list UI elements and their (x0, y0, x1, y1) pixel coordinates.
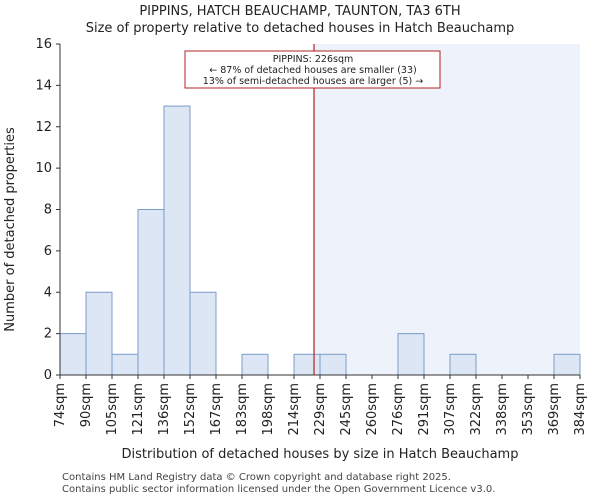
y-tick-label: 16 (35, 37, 52, 52)
bar (111, 353, 139, 376)
x-tick-label: 152sqm (183, 383, 198, 436)
x-tick-label: 121sqm (131, 383, 146, 436)
chart-subtitle: Size of property relative to detached ho… (85, 21, 515, 36)
bar (319, 353, 347, 376)
x-tick-label: 291sqm (417, 383, 432, 436)
annotation-line-2: ← 87% of detached houses are smaller (33… (209, 65, 416, 76)
x-tick-label: 198sqm (261, 383, 276, 436)
bar (241, 353, 269, 376)
footer-line-1: Contains HM Land Registry data © Crown c… (62, 472, 451, 483)
x-tick-label: 322sqm (469, 383, 484, 436)
y-tick-label: 6 (44, 244, 52, 259)
bar (59, 333, 87, 376)
x-tick-label: 369sqm (547, 383, 562, 436)
bar (137, 209, 165, 376)
x-tick-label: 183sqm (235, 383, 250, 436)
x-tick-label: 136sqm (157, 383, 172, 436)
bar (553, 353, 581, 376)
highlight-region (314, 44, 580, 375)
x-tick-label: 105sqm (105, 383, 120, 436)
footer-line-2: Contains public sector information licen… (62, 484, 496, 495)
bar (85, 291, 113, 376)
annotation-box: PIPPINS: 226sqm ← 87% of detached houses… (184, 50, 441, 89)
y-tick-label: 8 (44, 203, 52, 218)
x-tick-label: 167sqm (209, 383, 224, 436)
x-tick-label: 214sqm (287, 383, 302, 436)
chart-title: PIPPINS, HATCH BEAUCHAMP, TAUNTON, TA3 6… (139, 4, 461, 19)
x-tick-label: 74sqm (53, 383, 68, 427)
bar (189, 291, 217, 376)
bar (293, 353, 321, 376)
x-axis-label: Distribution of detached houses by size … (122, 447, 519, 462)
x-tick-label: 307sqm (443, 383, 458, 436)
y-tick-label: 12 (35, 120, 52, 135)
y-tick-label: 2 (44, 327, 52, 342)
bar (397, 333, 425, 376)
x-tick-label: 384sqm (573, 383, 588, 436)
y-axis-label: Number of detached properties (3, 127, 18, 332)
bar (163, 105, 191, 376)
y-tick-label: 4 (44, 285, 52, 300)
x-tick-label: 353sqm (521, 383, 536, 436)
x-tick-label: 229sqm (313, 383, 328, 436)
x-tick-label: 90sqm (79, 383, 94, 427)
y-tick-label: 0 (44, 368, 52, 383)
annotation-line-3: 13% of semi-detached houses are larger (… (203, 76, 423, 87)
x-tick-label: 338sqm (495, 383, 510, 436)
x-tick-label: 276sqm (391, 383, 406, 436)
x-tick-label: 260sqm (365, 383, 380, 436)
annotation-line-1: PIPPINS: 226sqm (273, 54, 354, 65)
y-tick-label: 14 (35, 78, 52, 93)
bar (449, 353, 477, 376)
y-tick-label: 10 (35, 161, 52, 176)
x-tick-label: 245sqm (339, 383, 354, 436)
